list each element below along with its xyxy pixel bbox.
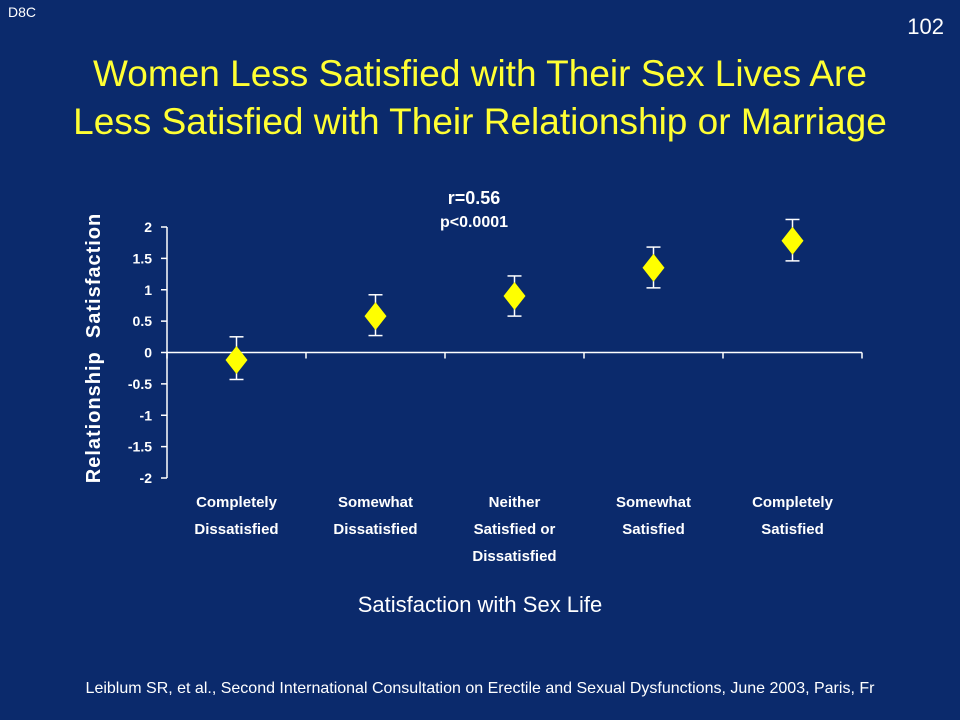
x-category-label: Neither xyxy=(489,494,541,511)
data-point-marker xyxy=(225,346,248,375)
title-line-2: Less Satisfied with Their Relationship o… xyxy=(73,101,887,142)
data-point-marker xyxy=(781,226,804,255)
p-value: p<0.0001 xyxy=(439,214,509,231)
y-tick-label: -2 xyxy=(140,470,153,486)
x-category-label: Completely xyxy=(752,494,834,511)
y-tick-label: -1.5 xyxy=(128,439,152,455)
data-point-marker xyxy=(642,253,665,282)
y-tick-label: -0.5 xyxy=(128,376,152,392)
y-tick-label: 2 xyxy=(144,219,152,235)
x-category-label: Somewhat xyxy=(616,494,691,511)
x-category-label: Satisfied or xyxy=(474,521,556,538)
citation-footer: Leiblum SR, et al., Second International… xyxy=(85,680,875,697)
y-tick-label: 0 xyxy=(144,345,152,361)
y-tick-label: 1.5 xyxy=(133,250,153,266)
x-axis-title: Satisfaction with Sex Life xyxy=(357,592,603,617)
data-point-marker xyxy=(503,282,526,311)
x-category-label: Satisfied xyxy=(761,521,824,538)
x-category-label: Dissatisfied xyxy=(472,548,556,565)
x-category-label: Somewhat xyxy=(338,494,413,511)
x-category-label: Completely xyxy=(196,494,278,511)
y-axis-title: Relationship Satisfaction xyxy=(83,213,105,483)
y-tick-label: 1 xyxy=(144,282,152,298)
slide-title: Women Less Satisfied with Their Sex Live… xyxy=(0,50,960,146)
x-category-label: Dissatisfied xyxy=(194,521,278,538)
x-category-label: Satisfied xyxy=(622,521,685,538)
y-tick-label: 0.5 xyxy=(133,313,153,329)
x-category-label: Dissatisfied xyxy=(333,521,417,538)
slide-code: D8C xyxy=(8,4,37,20)
slide-number: 102 xyxy=(907,14,944,39)
title-line-1: Women Less Satisfied with Their Sex Live… xyxy=(93,53,867,94)
data-point-marker xyxy=(364,302,387,331)
correlation-r: r=0.56 xyxy=(447,188,501,208)
y-tick-label: -1 xyxy=(140,407,153,423)
